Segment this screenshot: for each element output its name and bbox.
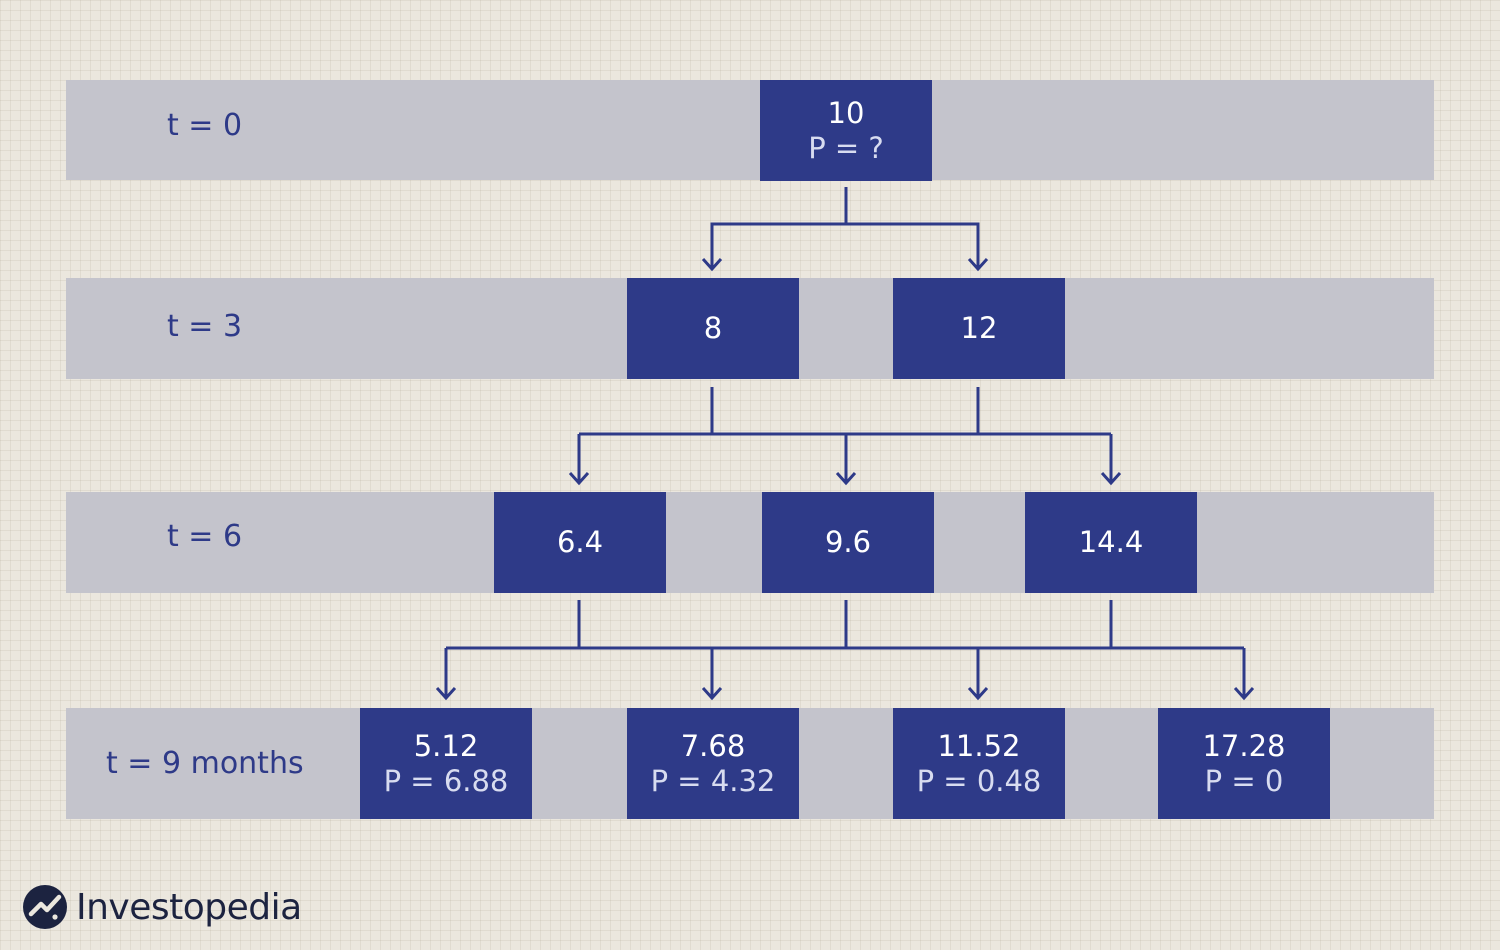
row-label-t6: t = 6 [167,519,243,554]
arrowhead-t9-3 [967,686,989,701]
node-t6-dd-value: 6.4 [556,525,604,560]
row-label-t9: t = 9 months [106,746,304,781]
arrowhead-t9-1 [435,686,457,701]
node-t9-2: 7.68 P = 4.32 [627,708,799,819]
arrowhead-t3-left [701,257,723,272]
arrowhead-t6-left [568,471,590,486]
connector-t6-t9 [444,600,1246,697]
node-t3-up-value: 12 [960,311,998,346]
node-t9-1-value: 5.12 [413,728,479,763]
row-band-t6 [66,492,1434,593]
investopedia-logo-icon [23,885,67,929]
node-t9-3-price: P = 0.48 [916,763,1042,798]
row-label-t0: t = 0 [167,108,243,143]
arrowhead-t9-2 [701,686,723,701]
node-t3-up: 12 [893,278,1065,379]
node-t9-4-value: 17.28 [1202,728,1286,763]
node-t3-down: 8 [627,278,799,379]
investopedia-logo: Investopedia [22,884,302,930]
connector-t3-t6 [577,387,1113,482]
node-t3-down-value: 8 [703,311,723,346]
node-t0: 10 P = ? [760,80,932,181]
node-t9-3-value: 11.52 [937,728,1021,763]
node-t9-4: 17.28 P = 0 [1158,708,1330,819]
node-t6-up-up: 14.4 [1025,492,1197,593]
node-t9-1-price: P = 6.88 [383,763,509,798]
node-t0-value: 10 [827,95,865,130]
arrowhead-t3-right [967,257,989,272]
connector-t0-t3 [710,187,980,268]
node-t0-price: P = ? [808,130,884,165]
node-t9-2-price: P = 4.32 [650,763,776,798]
arrowhead-t6-right [1100,471,1122,486]
logo-text: Investopedia [76,886,302,928]
node-t9-3: 11.52 P = 0.48 [893,708,1065,819]
arrowhead-t6-mid [835,471,857,486]
row-band-t0 [66,80,1434,180]
row-label-t3: t = 3 [167,309,243,344]
node-t9-1: 5.12 P = 6.88 [360,708,532,819]
node-t6-down-down: 6.4 [494,492,666,593]
node-t6-mid: 9.6 [762,492,934,593]
node-t9-4-price: P = 0 [1204,763,1284,798]
arrowhead-t9-4 [1233,686,1255,701]
node-t9-2-value: 7.68 [680,728,746,763]
node-t6-mid-value: 9.6 [824,525,872,560]
node-t6-uu-value: 14.4 [1078,525,1144,560]
